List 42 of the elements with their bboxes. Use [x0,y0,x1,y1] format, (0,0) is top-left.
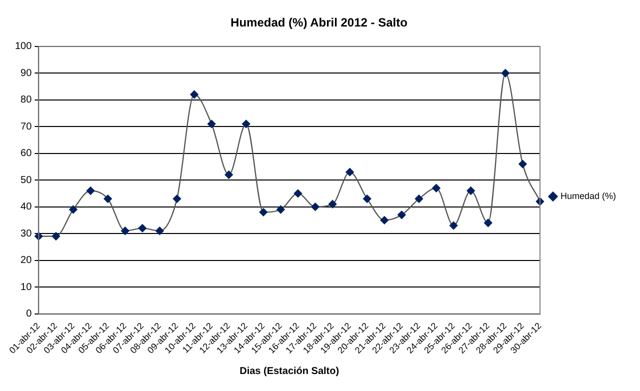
point [259,208,268,216]
y-tick-label: 70 [20,121,32,132]
point [346,168,354,176]
point [172,194,182,203]
point [242,120,250,128]
point [207,120,216,128]
point [501,69,510,78]
point [328,200,337,208]
point [311,202,320,211]
y-tick-label: 80 [20,94,32,106]
y-tick-label: 30 [20,228,32,240]
y-tick-label: 60 [20,148,32,160]
y-tick-label: 50 [20,174,32,186]
x-axis-title: Dias (Estación Salto) [240,366,340,377]
y-tick-label: 0 [26,308,32,320]
point [104,194,112,203]
legend-label: Humedad (%) [560,190,616,201]
point [190,90,198,99]
point [484,218,492,227]
point [294,189,302,198]
y-tick-label: 20 [20,255,32,266]
point [86,186,95,195]
point [138,224,146,232]
point [398,210,406,219]
y-tick-label: 10 [20,282,32,293]
point [363,194,372,203]
point [449,221,458,230]
point [432,184,440,192]
point [52,232,60,240]
point [69,205,78,214]
y-tick-label: 40 [20,202,32,213]
point [276,205,285,214]
y-tick-label: 90 [20,68,32,79]
point [518,160,527,168]
point [224,170,233,179]
point [380,216,389,224]
y-tick-label: 100 [14,41,32,52]
chart-title: Humedad (%) Abril 2012 - Salto [230,16,408,30]
point [414,194,424,203]
point [121,226,130,235]
point [156,226,164,235]
point [466,186,475,195]
